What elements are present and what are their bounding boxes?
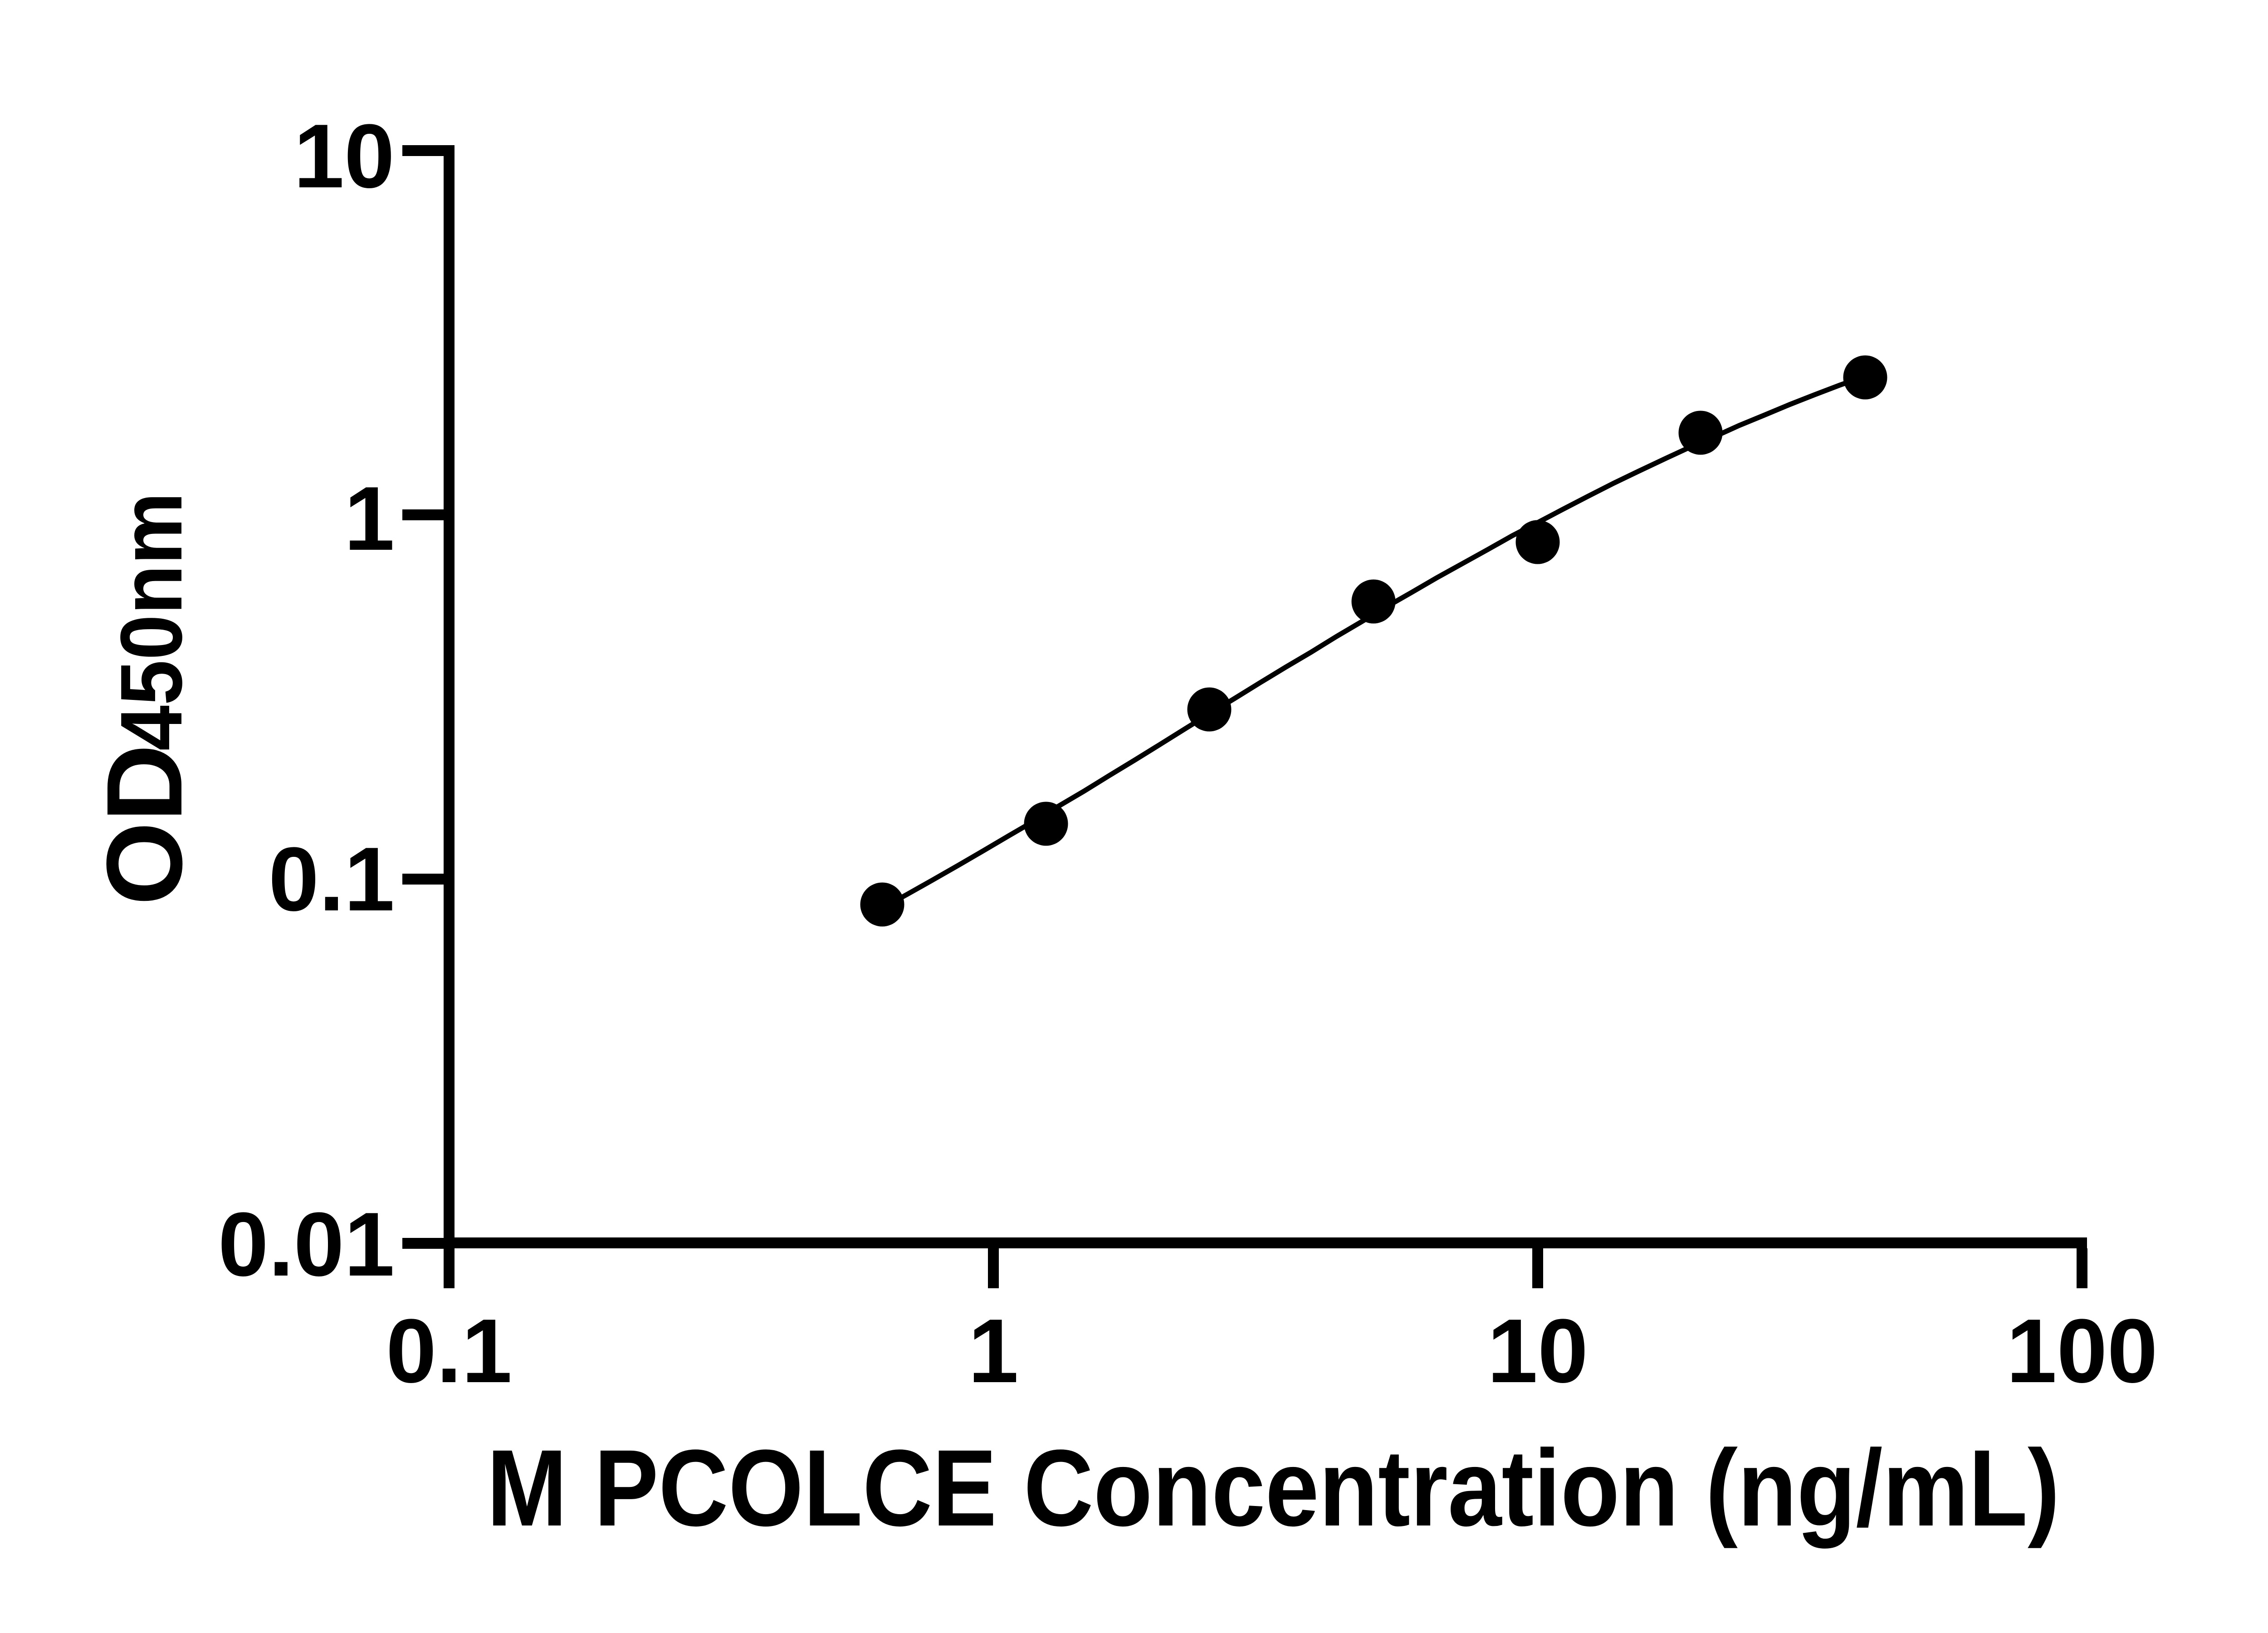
svg-text:OD: OD: [84, 744, 205, 906]
svg-text:0.1: 0.1: [269, 829, 395, 930]
svg-text:0.1: 0.1: [386, 1301, 512, 1402]
svg-text:M PCOLCE Concentration (ng/mL): M PCOLCE Concentration (ng/mL): [487, 1427, 2060, 1549]
svg-text:10: 10: [1487, 1301, 1588, 1402]
svg-text:1: 1: [968, 1301, 1018, 1402]
svg-text:1: 1: [344, 468, 395, 569]
svg-text:10: 10: [294, 106, 395, 207]
svg-text:0.01: 0.01: [218, 1194, 395, 1295]
svg-text:100: 100: [2006, 1301, 2158, 1402]
svg-text:450nm: 450nm: [102, 492, 200, 751]
